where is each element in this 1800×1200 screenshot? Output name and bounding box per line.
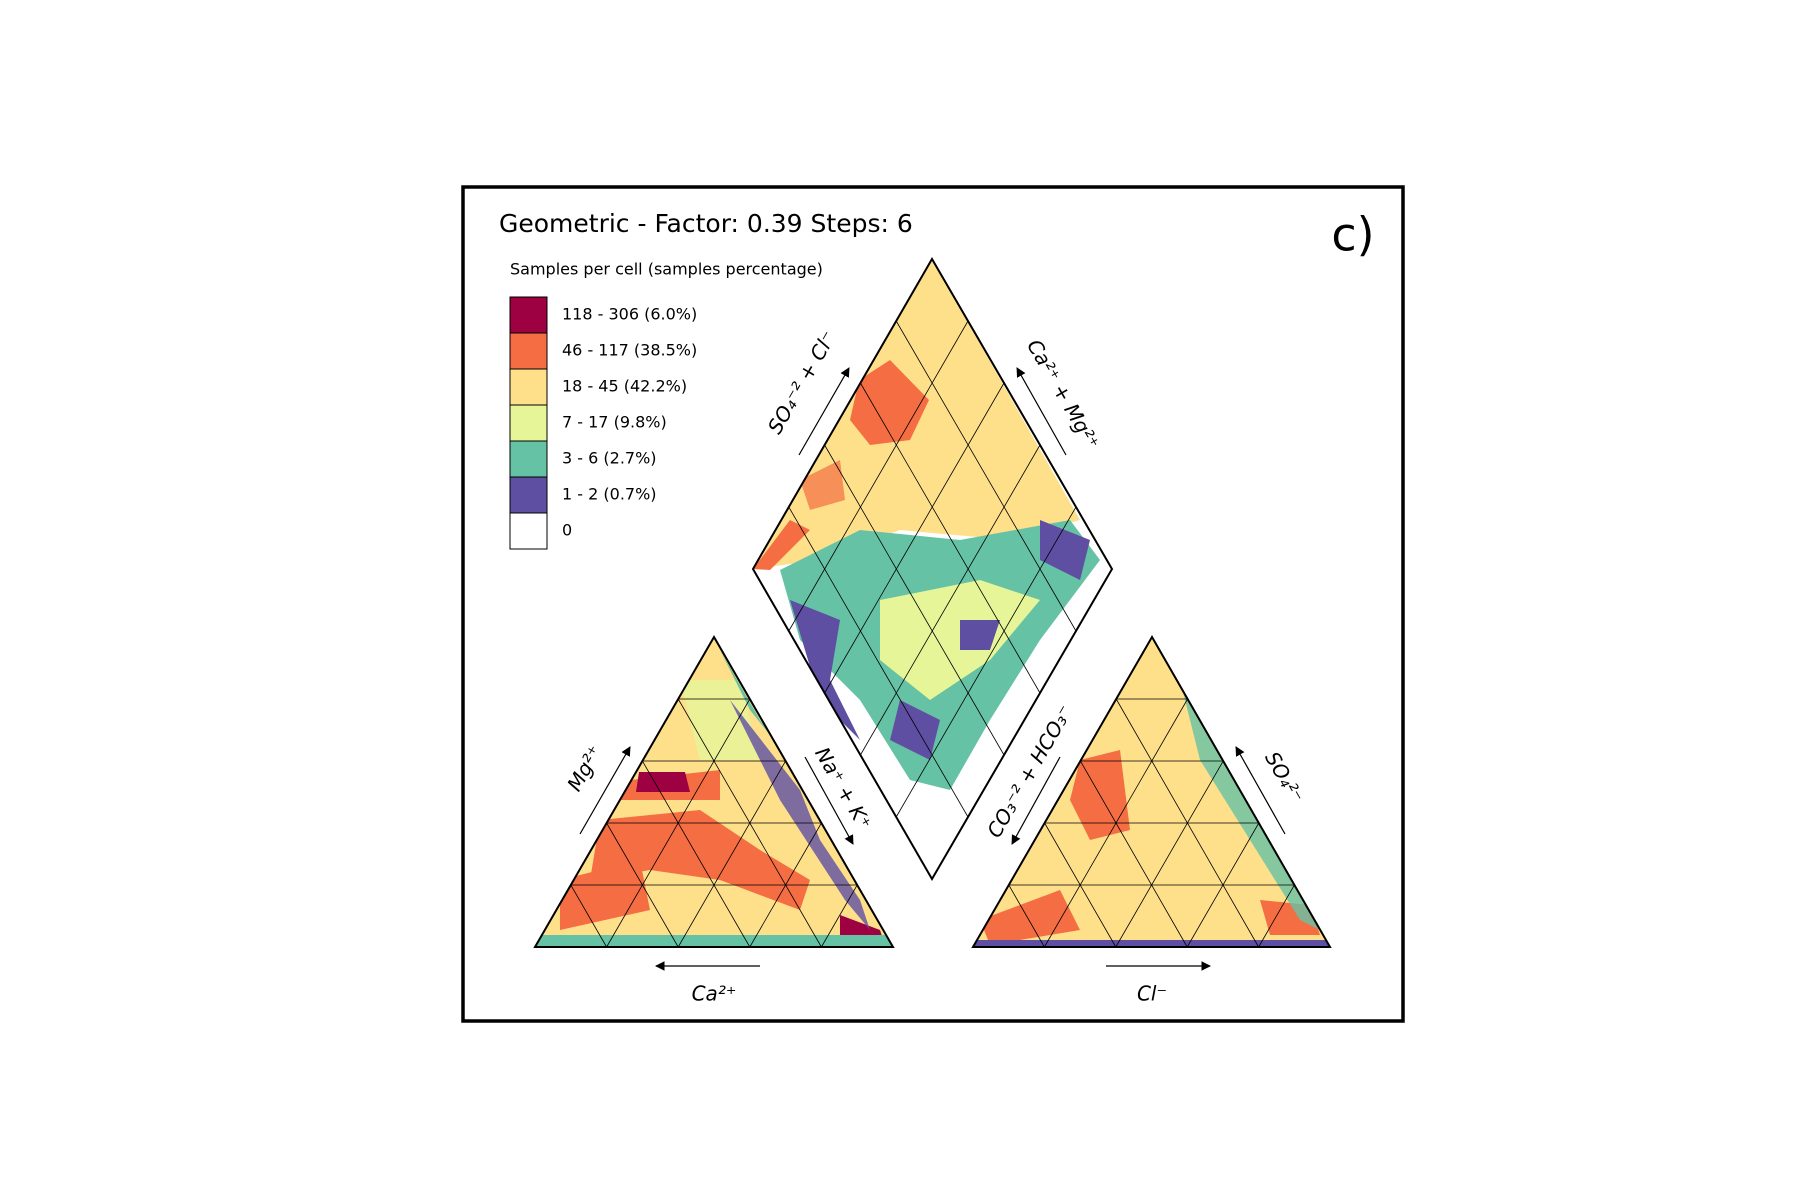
axis-label: SO₄²⁻: [1260, 747, 1308, 807]
grid-line: [788, 320, 969, 632]
legend-label: 3 - 6 (2.7%): [562, 449, 657, 468]
axis-label: Mg²⁺: [562, 741, 607, 795]
chart-title: Geometric - Factor: 0.39 Steps: 6: [499, 209, 913, 238]
panel-label: c): [1331, 208, 1374, 262]
grid-line: [1115, 760, 1224, 948]
grid-line: [677, 760, 786, 948]
legend-swatch: [509, 404, 548, 442]
legend-label: 46 - 117 (38.5%): [562, 341, 697, 360]
legend-title: Samples per cell (samples percentage): [510, 260, 823, 279]
axis-label: Cl⁻: [1137, 982, 1167, 1006]
legend-label: 7 - 17 (9.8%): [562, 413, 667, 432]
grid-line: [860, 444, 1041, 756]
axis-label: SO₄⁻² + Cl⁻: [763, 327, 841, 438]
arrow: [579, 746, 631, 835]
grid-line: [1080, 760, 1188, 948]
grid-line: [642, 760, 751, 948]
grid-line: [824, 444, 1005, 756]
arrow: [1011, 756, 1061, 845]
legend-label: 118 - 306 (6.0%): [562, 305, 697, 324]
grid-line: [1008, 884, 1045, 948]
arrow: [798, 367, 850, 456]
grid-line: [749, 822, 822, 948]
grid-line: [895, 320, 1077, 632]
arrow: [1235, 746, 1286, 835]
grid-line: [570, 884, 607, 948]
axis-label: Ca²⁺: [692, 982, 737, 1006]
cation-triangle: [533, 635, 895, 948]
frame: [461, 185, 1405, 1023]
grid-line: [606, 822, 679, 948]
legend-swatch: [509, 440, 548, 478]
grid-line: [895, 506, 1077, 818]
grid: [570, 320, 1295, 948]
legend-label: 0: [562, 521, 572, 540]
grid-line: [824, 382, 1005, 694]
grid-line: [1186, 822, 1260, 948]
legend-label: 18 - 45 (42.2%): [562, 377, 687, 396]
arrow: [1016, 367, 1067, 456]
grid-line: [788, 506, 969, 818]
arrow: [804, 756, 854, 845]
legend: 118 - 306 (6.0%) 46 - 117 (38.5%) 18 - 45 …: [509, 296, 697, 550]
legend-swatch: [509, 512, 548, 550]
grid-line: [1044, 822, 1117, 948]
legend-swatch: [509, 368, 548, 406]
legend-swatch: [509, 332, 548, 370]
legend-swatch: [509, 476, 548, 514]
legend-label: 1 - 2 (0.7%): [562, 485, 657, 504]
grid-line: [1258, 884, 1295, 948]
anion-triangle: [971, 634, 1332, 948]
grid-line: [860, 382, 1041, 694]
grid-line: [821, 884, 858, 948]
legend-swatch: [509, 296, 548, 334]
diamond: [751, 257, 1114, 881]
arrows: [579, 367, 1286, 971]
